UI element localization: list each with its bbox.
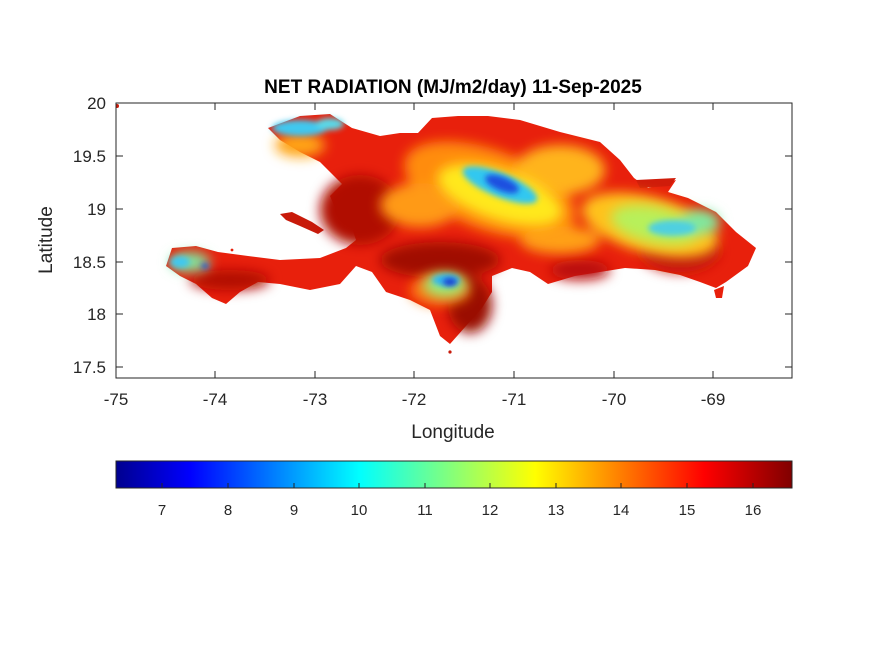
x-tick-label: -70 — [602, 390, 627, 409]
y-axis-label: Latitude — [36, 206, 57, 274]
x-tick-label: -75 — [104, 390, 129, 409]
x-axis-ticks: -75 -74 -73 -72 -71 -70 -69 — [104, 103, 726, 409]
x-tick-label: -73 — [303, 390, 328, 409]
edge-pixel — [116, 104, 119, 108]
x-axis-label: Longitude — [411, 422, 494, 443]
colorbar: 7 8 9 10 11 12 13 14 15 16 — [115, 460, 793, 519]
y-tick-label: 19.5 — [73, 147, 106, 166]
x-tick-label: -72 — [402, 390, 427, 409]
edge-pixel — [230, 248, 234, 252]
colorbar-ticks: 7 8 9 10 11 12 13 14 15 16 — [158, 483, 762, 519]
mid-radiation-zones — [275, 133, 719, 305]
edge-pixel — [448, 350, 452, 354]
y-axis-ticks: 20 19.5 19 18.5 18 17.5 — [73, 94, 792, 377]
cb-tick-label: 9 — [290, 502, 298, 519]
cb-tick-label: 12 — [482, 502, 499, 519]
hispaniola-main-landmass — [166, 114, 756, 344]
x-tick-label: -71 — [502, 390, 527, 409]
cb-tick-label: 8 — [224, 502, 232, 519]
y-tick-label: 19 — [87, 200, 106, 219]
lowest-radiation-cores — [201, 174, 519, 286]
saona-island — [636, 178, 676, 188]
cb-tick-label: 15 — [679, 502, 696, 519]
cb-tick-label: 14 — [613, 502, 630, 519]
x-tick-label: -69 — [701, 390, 726, 409]
y-tick-label: 17.5 — [73, 358, 106, 377]
hispaniola-radiation-map — [116, 104, 756, 354]
cb-tick-label: 13 — [548, 502, 565, 519]
cb-tick-label: 10 — [351, 502, 368, 519]
cb-tick-label: 7 — [158, 502, 166, 519]
y-tick-label: 20 — [87, 94, 106, 113]
chart-title: NET RADIATION (MJ/m2/day) 11-Sep-2025 — [264, 77, 642, 98]
small-islet — [714, 286, 724, 298]
tortuga-island — [386, 136, 416, 146]
y-tick-label: 18.5 — [73, 253, 106, 272]
axes-box — [115, 102, 793, 379]
y-tick-label: 18 — [87, 305, 106, 324]
cb-tick-label: 11 — [417, 502, 433, 519]
colorbar-gradient — [115, 460, 793, 489]
cb-tick-label: 16 — [745, 502, 762, 519]
x-tick-label: -74 — [203, 390, 228, 409]
gonave-island — [280, 212, 324, 234]
